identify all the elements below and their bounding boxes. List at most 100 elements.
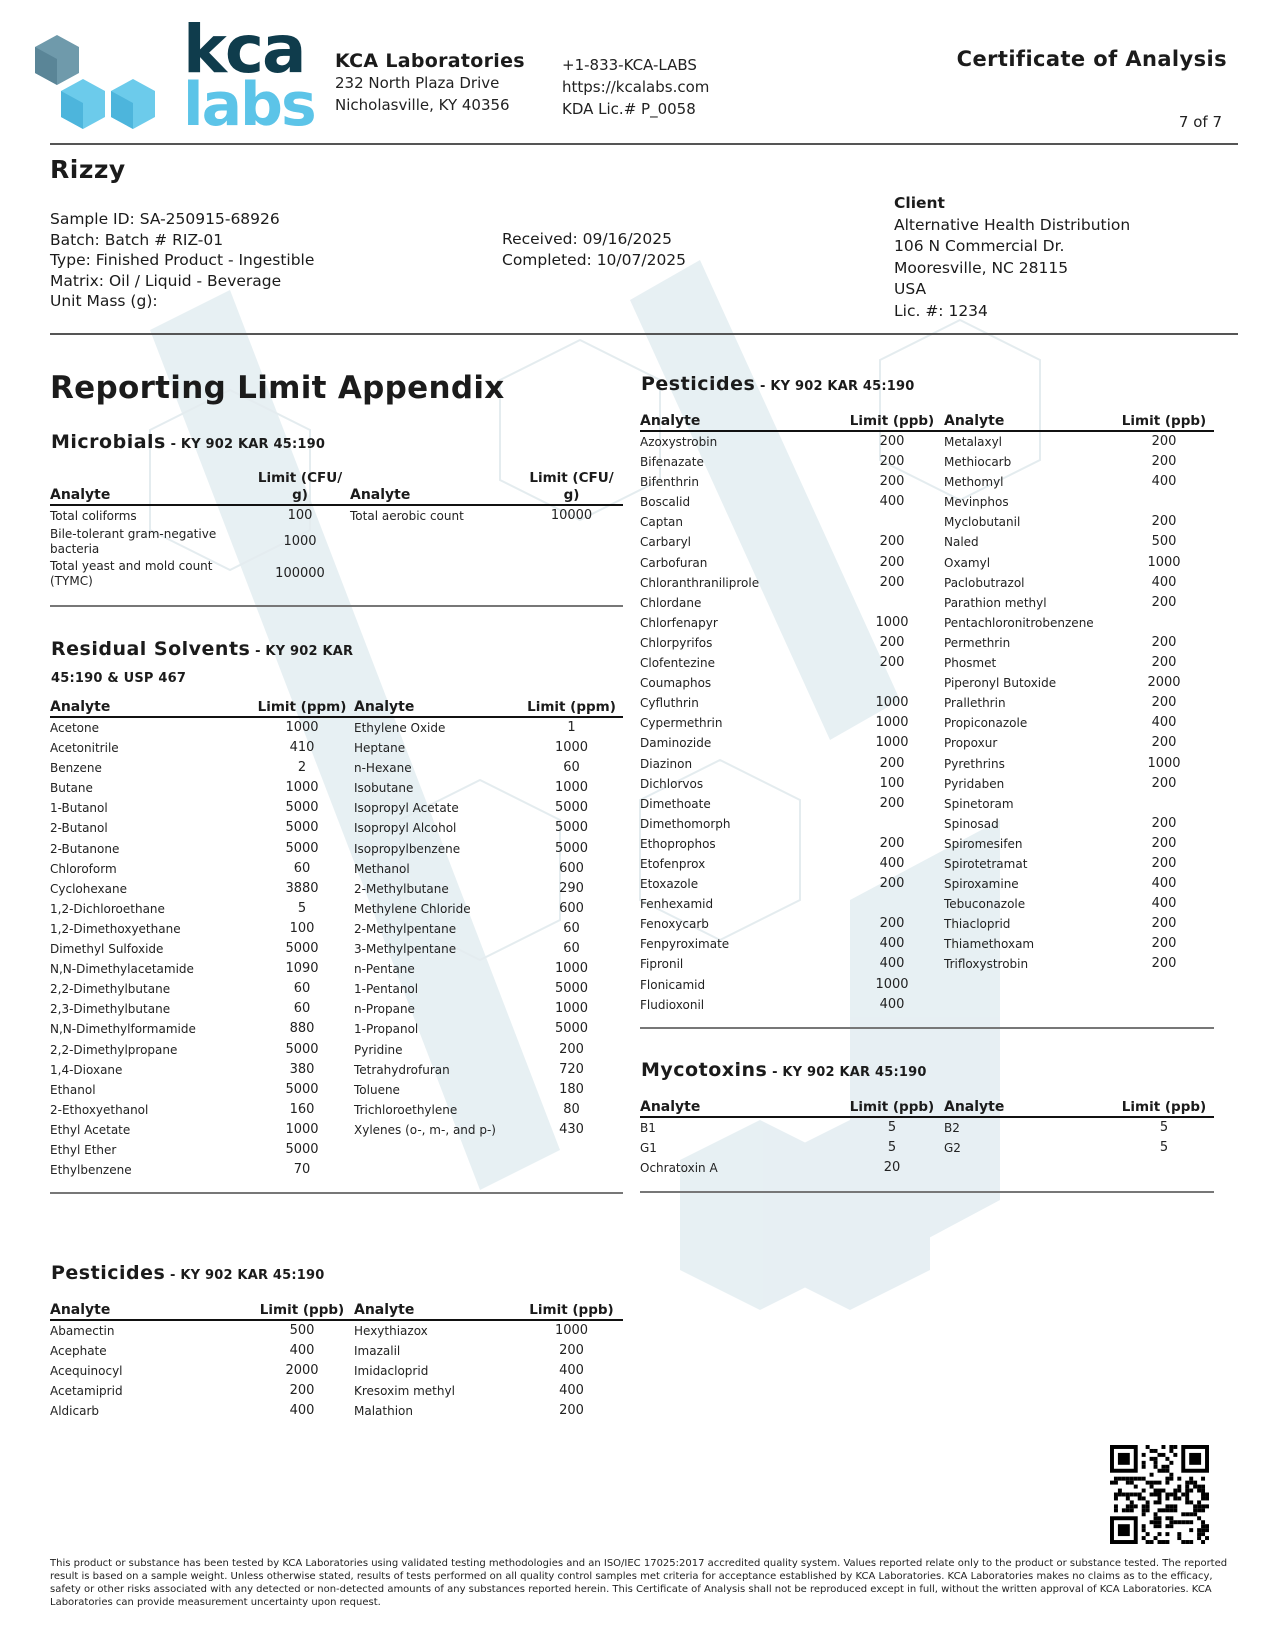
- analyte-cell: Heptane: [354, 741, 406, 756]
- page-number: 7 of 7: [1178, 113, 1222, 131]
- table-row: Flonicamid 1000: [640, 975, 1214, 995]
- analyte-cell: Carbofuran: [640, 555, 708, 570]
- table-row: Dichlorvos 100 Pyridaben 200: [640, 774, 1214, 794]
- table-row: Butane 1000 Isobutane 1000: [50, 778, 623, 798]
- analyte-cell: Chlordane: [640, 595, 702, 610]
- limit-cell: 200: [1151, 835, 1177, 851]
- limit-cell: 5: [887, 1120, 897, 1135]
- limit-cell: 200: [879, 474, 905, 490]
- table-header-row: Analyte Limit (ppb) Analyte Limit (ppb): [640, 413, 1214, 432]
- analyte-column-header: Analyte: [640, 413, 840, 432]
- analyte-cell: 2-Butanone: [50, 841, 120, 856]
- analyte-cell: Acephate: [50, 1344, 107, 1359]
- analyte-cell: Ethyl Acetate: [50, 1122, 131, 1137]
- table-row: 1,2-Dichloroethane 5 Methylene Chloride 600: [50, 899, 623, 919]
- analyte-cell: Total coliforms: [50, 509, 137, 523]
- microbials-title: Microbials - KY 902 KAR 45:190: [51, 431, 325, 453]
- limit-cell: 400: [879, 956, 905, 972]
- limit-cell: 80: [563, 1101, 580, 1117]
- table-row: Acetonitrile 410 Heptane 1000: [50, 738, 623, 758]
- limit-column-header: Limit (ppb): [1114, 413, 1214, 432]
- data-table: Analyte Limit (CFU/ g) Analyte Limit (CFU/ …: [50, 470, 623, 590]
- qr-code-icon[interactable]: [1110, 1445, 1209, 1544]
- limit-cell: 400: [1151, 896, 1177, 912]
- analyte-cell: Methomyl: [944, 475, 1004, 490]
- limit-cell: [1114, 995, 1214, 1015]
- table-row: Coumaphos Piperonyl Butoxide 2000: [640, 673, 1214, 693]
- limit-cell: 1000: [554, 740, 589, 756]
- header-divider: [50, 143, 1238, 145]
- table-row: Bifenthrin 200 Methomyl 400: [640, 472, 1214, 492]
- analyte-cell: G1: [640, 1141, 657, 1156]
- analyte-cell: 3-Methylpentane: [354, 942, 457, 957]
- analyte-cell: Acetone: [50, 721, 100, 735]
- analyte-cell: Chlorfenapyr: [640, 615, 718, 630]
- limit-cell: 200: [879, 634, 905, 650]
- analyte-cell: Kresoxim methyl: [354, 1384, 455, 1399]
- analyte-cell: Butane: [50, 781, 93, 796]
- residual-solvents-table: Analyte Limit (ppm) Analyte Limit (ppm) Acet…: [50, 699, 623, 1180]
- section-name: Mycotoxins: [641, 1059, 768, 1081]
- analyte-cell: Mevinphos: [944, 495, 1009, 510]
- table-row: 2,2-Dimethylpropane 5000 Pyridine 200: [50, 1040, 623, 1060]
- limit-cell: [840, 673, 944, 693]
- analyte-cell: 2-Methylbutane: [354, 881, 449, 896]
- analyte-cell: [944, 995, 1114, 1015]
- footer-disclaimer: This product or substance has been teste…: [50, 1558, 1228, 1608]
- limit-cell: 200: [879, 454, 905, 470]
- table-row: Etofenprox 400 Spirotetramat 200: [640, 854, 1214, 874]
- limit-cell: 200: [879, 534, 905, 550]
- analyte-cell: Ethylene Oxide: [354, 721, 446, 735]
- limit-cell: 200: [879, 876, 905, 892]
- lab-website[interactable]: https://kcalabs.com: [562, 78, 710, 96]
- analyte-cell: Daminozide: [640, 736, 712, 751]
- table-row: 2,3-Dimethylbutane 60 n-Propane 1000: [50, 999, 623, 1019]
- analyte-cell: Piperonyl Butoxide: [944, 676, 1057, 691]
- analyte-cell: Fipronil: [640, 957, 684, 972]
- limit-cell: 180: [559, 1081, 584, 1097]
- analyte-cell: 1-Butanol: [50, 801, 108, 816]
- limit-cell: 200: [879, 755, 905, 771]
- limit-cell: 200: [1151, 916, 1177, 932]
- table-row: Chloranthraniliprole 200 Paclobutrazol 400: [640, 573, 1214, 593]
- limit-cell: 1000: [1147, 755, 1181, 771]
- analyte-cell: Spirotetramat: [944, 856, 1028, 871]
- table-row: Total yeast and mold count (TYMC) 100000: [50, 558, 623, 590]
- analyte-cell: Spinetoram: [944, 796, 1014, 811]
- lab-info: KCA Laboratories 232 North Plaza Drive N…: [335, 50, 525, 116]
- analyte-cell: Cyclohexane: [50, 881, 127, 896]
- table-row: N,N-Dimethylacetamide 1090 n-Pentane 1000: [50, 959, 623, 979]
- limit-cell: 100: [879, 775, 905, 791]
- analyte-cell: Paclobutrazol: [944, 575, 1025, 590]
- analyte-cell: Oxamyl: [944, 555, 991, 570]
- analyte-cell: Cyfluthrin: [640, 696, 699, 711]
- lab-phone: +1-833-KCA-LABS: [562, 56, 697, 74]
- table-header-row: Analyte Limit (ppm) Analyte Limit (ppm): [50, 699, 623, 718]
- analyte-cell: Total aerobic count: [350, 509, 464, 523]
- analyte-cell: n-Pentane: [354, 962, 415, 977]
- analyte-cell: Bifenazate: [640, 455, 704, 470]
- limit-cell: [1114, 1158, 1214, 1178]
- analyte-cell: Isobutane: [354, 781, 414, 796]
- analyte-cell: Ochratoxin A: [640, 1161, 718, 1176]
- residual-solvents-title: Residual Solvents - KY 902 KAR 45:190 & U…: [51, 637, 353, 691]
- kca-logo: kca labs: [31, 17, 317, 135]
- table-row: Ethylbenzene 70: [50, 1160, 623, 1180]
- limit-cell: 2: [297, 760, 307, 776]
- limit-cell: 410: [289, 740, 315, 756]
- limit-cell: 200: [1151, 815, 1177, 831]
- analyte-cell: Xylenes (o-, m-, and p-): [354, 1122, 496, 1137]
- table-row: Carbaryl 200 Naled 500: [640, 532, 1214, 552]
- limit-cell: 400: [1151, 574, 1177, 590]
- table-row: Acetone 1000 Ethylene Oxide 1: [50, 717, 623, 738]
- analyte-cell: Methanol: [354, 861, 410, 876]
- analyte-cell: Benzene: [50, 761, 102, 776]
- analyte-cell: Isopropyl Acetate: [354, 801, 459, 816]
- analyte-cell: 2-Butanol: [50, 821, 108, 836]
- analyte-cell: Fenhexamid: [640, 897, 714, 912]
- limit-cell: 400: [1151, 474, 1177, 490]
- limit-cell: 200: [1151, 855, 1177, 871]
- table-row: Abamectin 500 Hexythiazox 1000: [50, 1320, 623, 1341]
- table-row: Ochratoxin A 20: [640, 1158, 1214, 1178]
